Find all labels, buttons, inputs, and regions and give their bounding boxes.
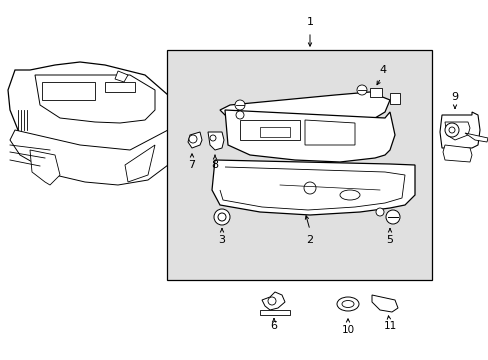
Polygon shape xyxy=(10,130,168,185)
Circle shape xyxy=(209,135,216,141)
Circle shape xyxy=(267,297,275,305)
Text: 4: 4 xyxy=(379,65,386,75)
Polygon shape xyxy=(260,310,289,315)
Polygon shape xyxy=(212,160,414,215)
Text: 8: 8 xyxy=(211,160,218,170)
Circle shape xyxy=(236,111,244,119)
Text: 2: 2 xyxy=(306,235,313,245)
Text: 11: 11 xyxy=(383,321,396,331)
Polygon shape xyxy=(464,133,487,142)
Polygon shape xyxy=(240,120,299,140)
Circle shape xyxy=(235,100,244,110)
Text: 9: 9 xyxy=(450,92,458,102)
Polygon shape xyxy=(439,112,479,148)
Ellipse shape xyxy=(339,190,359,200)
Circle shape xyxy=(444,123,458,137)
Circle shape xyxy=(189,135,197,143)
Polygon shape xyxy=(371,295,397,312)
Circle shape xyxy=(375,208,383,216)
Polygon shape xyxy=(224,110,394,162)
Circle shape xyxy=(356,85,366,95)
Circle shape xyxy=(214,209,229,225)
Polygon shape xyxy=(389,93,399,104)
Ellipse shape xyxy=(336,297,358,311)
Text: 3: 3 xyxy=(218,235,225,245)
Circle shape xyxy=(304,182,315,194)
Ellipse shape xyxy=(341,301,353,307)
Text: 10: 10 xyxy=(341,325,354,335)
Polygon shape xyxy=(115,71,128,82)
Polygon shape xyxy=(105,82,135,92)
Circle shape xyxy=(385,210,399,224)
Polygon shape xyxy=(305,120,354,145)
Text: 7: 7 xyxy=(188,160,195,170)
Polygon shape xyxy=(369,88,381,97)
Polygon shape xyxy=(35,75,155,123)
Polygon shape xyxy=(262,292,285,310)
Bar xyxy=(167,50,431,280)
Polygon shape xyxy=(30,150,60,185)
Circle shape xyxy=(218,213,225,221)
Polygon shape xyxy=(444,122,469,140)
Text: 6: 6 xyxy=(270,321,277,331)
Polygon shape xyxy=(260,127,289,137)
Polygon shape xyxy=(442,145,471,162)
Polygon shape xyxy=(187,132,202,148)
Polygon shape xyxy=(220,167,404,210)
Circle shape xyxy=(448,127,454,133)
Polygon shape xyxy=(42,82,95,100)
Polygon shape xyxy=(220,92,389,125)
Polygon shape xyxy=(125,145,155,182)
Text: 1: 1 xyxy=(306,17,313,27)
Polygon shape xyxy=(8,62,168,165)
Text: 5: 5 xyxy=(386,235,393,245)
Polygon shape xyxy=(207,132,224,150)
